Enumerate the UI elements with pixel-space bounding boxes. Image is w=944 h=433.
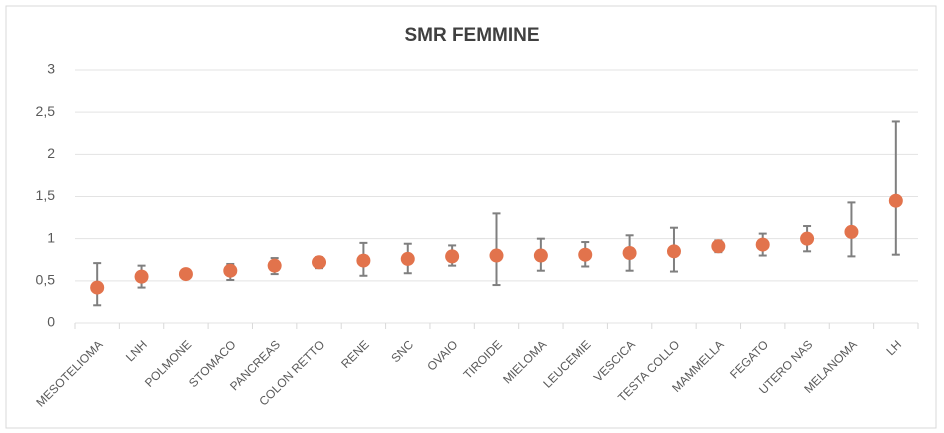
point — [844, 224, 859, 239]
point — [666, 244, 681, 259]
point — [489, 248, 504, 263]
point — [400, 251, 415, 266]
point — [800, 231, 815, 246]
y-tick-label: 0,5 — [36, 272, 56, 288]
chart-frame — [5, 5, 937, 429]
point — [178, 267, 193, 282]
y-tick-label: 1,5 — [36, 187, 56, 203]
y-tick-label: 1 — [47, 229, 55, 245]
point — [888, 193, 903, 208]
y-tick-label: 2 — [47, 145, 55, 161]
point — [578, 247, 593, 262]
point — [267, 258, 282, 273]
point — [90, 280, 105, 295]
point — [445, 249, 460, 264]
point — [223, 263, 238, 278]
point — [356, 253, 371, 268]
point — [711, 239, 726, 254]
point — [755, 237, 770, 252]
point — [312, 255, 327, 270]
y-tick-label: 2,5 — [36, 103, 56, 119]
point — [134, 269, 149, 284]
chart-title: SMR FEMMINE — [404, 25, 539, 46]
y-tick-label: 0 — [47, 314, 55, 330]
y-tick-label: 3 — [47, 61, 55, 77]
point — [622, 246, 637, 261]
point — [533, 248, 548, 263]
